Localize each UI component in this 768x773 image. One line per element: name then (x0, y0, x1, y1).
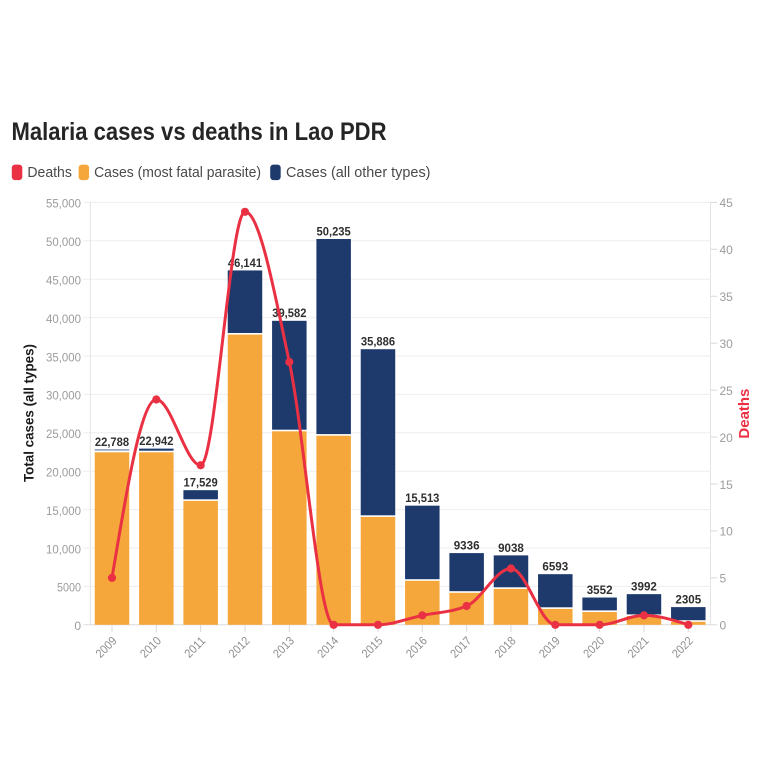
svg-text:5: 5 (720, 572, 727, 586)
svg-text:Cases (all other types): Cases (all other types) (286, 164, 431, 181)
svg-text:Deaths: Deaths (27, 164, 72, 181)
svg-text:3992: 3992 (631, 580, 657, 594)
svg-text:10: 10 (720, 525, 734, 539)
svg-text:Deaths: Deaths (736, 389, 753, 439)
svg-text:15: 15 (720, 478, 734, 492)
svg-text:Cases (most fatal parasite): Cases (most fatal parasite) (94, 164, 261, 181)
svg-text:45: 45 (720, 196, 734, 210)
svg-text:0: 0 (74, 619, 81, 633)
svg-text:25,000: 25,000 (46, 427, 81, 441)
svg-text:Total cases (all types): Total cases (all types) (21, 344, 37, 482)
svg-text:2305: 2305 (675, 593, 701, 607)
svg-text:20,000: 20,000 (46, 466, 81, 480)
svg-text:55,000: 55,000 (46, 197, 81, 211)
svg-text:0: 0 (720, 619, 727, 633)
svg-text:5000: 5000 (57, 581, 81, 595)
svg-text:45,000: 45,000 (46, 274, 81, 288)
svg-text:25: 25 (720, 384, 734, 398)
svg-text:9038: 9038 (498, 541, 524, 555)
svg-text:30,000: 30,000 (46, 389, 81, 403)
svg-text:22,942: 22,942 (139, 434, 174, 448)
svg-text:6593: 6593 (542, 560, 568, 574)
svg-text:10,000: 10,000 (46, 542, 81, 556)
svg-text:50,235: 50,235 (317, 224, 352, 238)
svg-text:30: 30 (720, 337, 734, 351)
svg-text:35,000: 35,000 (46, 350, 81, 364)
svg-text:40: 40 (720, 243, 734, 257)
svg-text:17,529: 17,529 (184, 476, 219, 490)
svg-text:50,000: 50,000 (46, 235, 81, 249)
svg-text:Malaria cases vs deaths in Lao: Malaria cases vs deaths in Lao PDR (12, 118, 387, 146)
svg-text:15,000: 15,000 (46, 504, 81, 518)
svg-text:22,788: 22,788 (95, 435, 130, 449)
svg-text:35,886: 35,886 (361, 335, 396, 349)
svg-text:35: 35 (720, 290, 734, 304)
svg-text:40,000: 40,000 (46, 312, 81, 326)
svg-text:9336: 9336 (454, 539, 480, 553)
svg-text:3552: 3552 (587, 583, 613, 597)
svg-text:20: 20 (720, 431, 734, 445)
svg-text:15,513: 15,513 (405, 491, 440, 505)
svg-text:46,141: 46,141 (228, 256, 263, 270)
